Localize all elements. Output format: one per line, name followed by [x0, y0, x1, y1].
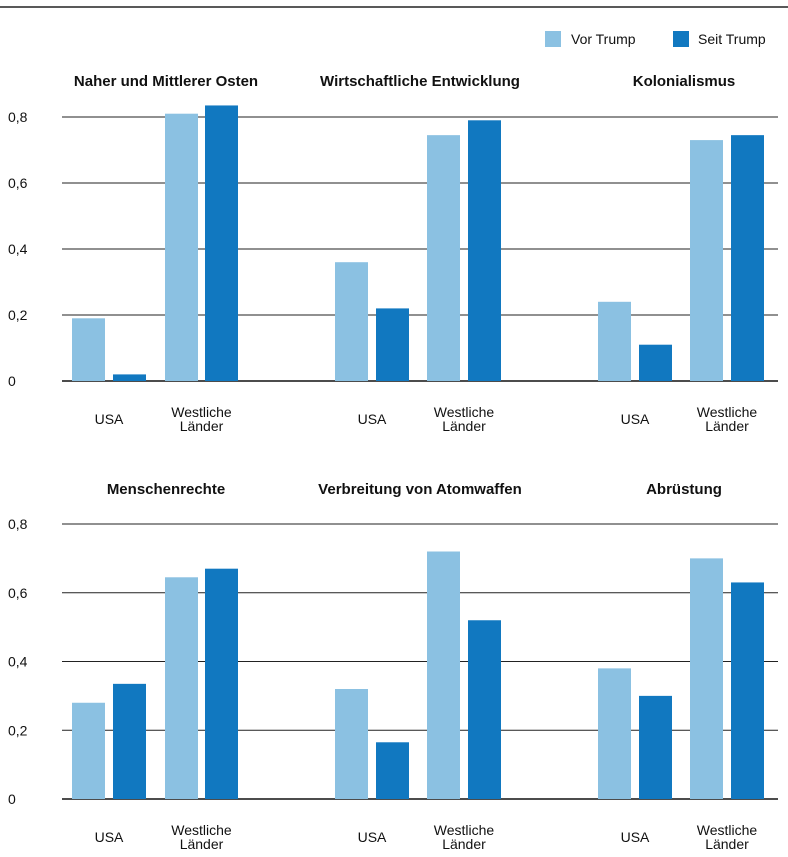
category-label: USA — [358, 411, 387, 427]
panel-naher-und-mittlerer-osten: Naher und Mittlerer Osten USA Westliche Län… — [72, 73, 258, 434]
y-tick-label: 0,6 — [8, 585, 28, 601]
panel-kolonialismus: Kolonialismus USA Westliche Länder — [598, 73, 764, 434]
bar-vor-trump-westliche-l-nder — [690, 140, 723, 381]
bar-seit-trump-westliche-l-nder — [205, 105, 238, 381]
panel-verbreitung-von-atomwaffen: Verbreitung von Atomwaffen USA Westliche Lä… — [318, 481, 522, 852]
y-tick-label: 0,8 — [8, 516, 28, 532]
y-tick-label: 0 — [8, 373, 16, 389]
bar-seit-trump-usa — [639, 344, 672, 381]
category-label: USA — [358, 829, 387, 845]
y-tick-label: 0,6 — [8, 175, 28, 191]
bar-seit-trump-westliche-l-nder — [731, 582, 764, 799]
bar-seit-trump-westliche-l-nder — [468, 620, 501, 799]
panel-title: Naher und Mittlerer Osten — [74, 73, 258, 90]
y-tick-label: 0,8 — [8, 109, 28, 125]
legend-swatch-seit-trump — [673, 31, 689, 47]
bar-vor-trump-usa — [598, 301, 631, 381]
panel-wirtschaftliche-entwicklung: Wirtschaftliche Entwicklung USA Westliche L… — [320, 73, 520, 434]
panel-menschenrechte: Menschenrechte USA Westliche Länder — [72, 481, 238, 852]
panel-title: Kolonialismus — [633, 73, 736, 90]
category-label: Westliche Länder — [171, 822, 232, 852]
category-label: Westliche Länder — [697, 822, 758, 852]
bar-seit-trump-westliche-l-nder — [468, 120, 501, 382]
category-label: Westliche Länder — [434, 822, 495, 852]
bar-seit-trump-usa — [376, 308, 409, 381]
bar-vor-trump-usa — [72, 318, 105, 381]
panel-title: Wirtschaftliche Entwicklung — [320, 73, 520, 90]
category-label: Westliche Länder — [171, 404, 232, 434]
legend-swatch-vor-trump — [545, 31, 561, 47]
panel-title: Verbreitung von Atomwaffen — [318, 481, 522, 498]
bar-vor-trump-usa — [72, 702, 105, 799]
bar-vor-trump-westliche-l-nder — [165, 577, 198, 799]
bar-seit-trump-usa — [639, 695, 672, 799]
bar-vor-trump-westliche-l-nder — [427, 551, 460, 799]
bar-seit-trump-usa — [376, 742, 409, 799]
bar-vor-trump-westliche-l-nder — [165, 113, 198, 381]
panel-title: Abrüstung — [646, 481, 722, 498]
bar-seit-trump-westliche-l-nder — [731, 135, 764, 381]
category-label: USA — [621, 411, 650, 427]
bar-vor-trump-westliche-l-nder — [690, 558, 723, 799]
bar-seit-trump-usa — [113, 683, 146, 799]
bar-seit-trump-usa — [113, 374, 146, 381]
y-tick-label: 0 — [8, 791, 16, 807]
category-label: USA — [95, 829, 124, 845]
legend-label-vor-trump: Vor Trump — [571, 31, 636, 47]
bar-seit-trump-westliche-l-nder — [205, 568, 238, 799]
y-tick-label: 0,4 — [8, 654, 28, 670]
panel-abr-stung: Abrüstung USA Westliche Länder — [598, 481, 764, 852]
y-tick-label: 0,2 — [8, 307, 28, 323]
panel-title: Menschenrechte — [107, 481, 225, 498]
category-label: Westliche Länder — [697, 404, 758, 434]
bar-vor-trump-westliche-l-nder — [427, 135, 460, 381]
bar-vor-trump-usa — [335, 689, 368, 799]
legend-label-seit-trump: Seit Trump — [698, 31, 766, 47]
bar-vor-trump-usa — [598, 668, 631, 799]
category-label: USA — [621, 829, 650, 845]
legend: Vor Trump Seit Trump — [545, 31, 766, 47]
category-label: USA — [95, 411, 124, 427]
y-tick-label: 0,2 — [8, 722, 28, 738]
category-label: Westliche Länder — [434, 404, 495, 434]
bar-vor-trump-usa — [335, 262, 368, 381]
chart-panels: 0 0,2 0,4 0,6 0,8 Naher und Mittlerer Osten US… — [8, 73, 778, 852]
y-tick-label: 0,4 — [8, 241, 28, 257]
